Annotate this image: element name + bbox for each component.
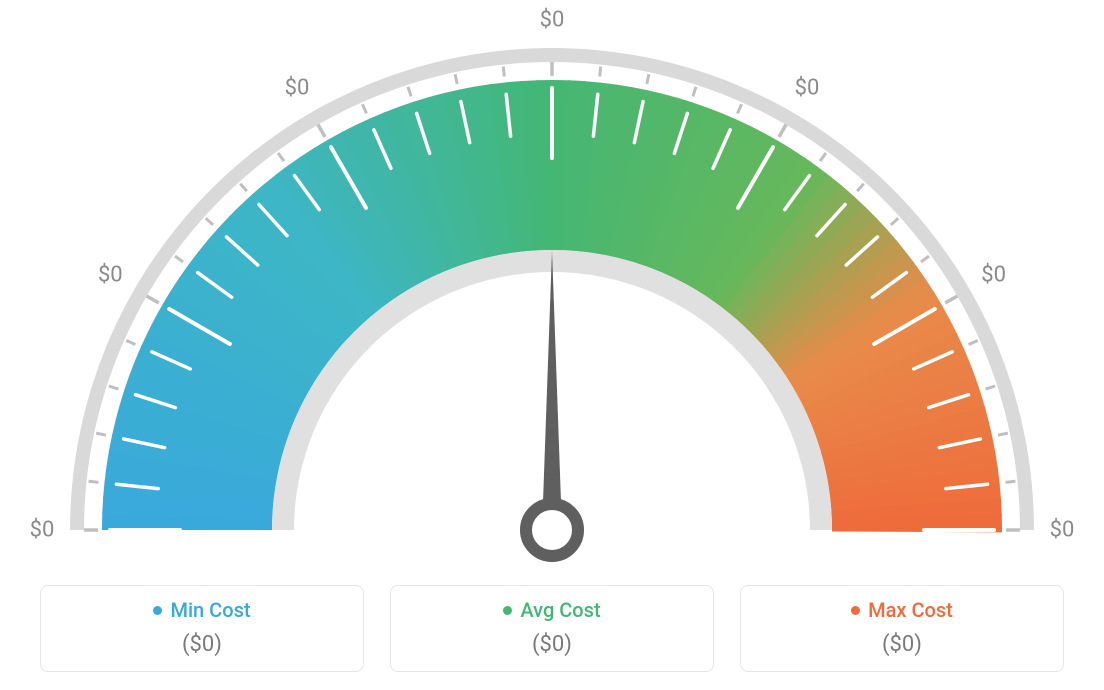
legend-dot-min (153, 606, 162, 615)
cost-gauge-chart: $0 $0 $0 $0 $0 $0 $0 Min Cost ($0) Avg Cost ($… (0, 0, 1104, 690)
legend-label-max: Max Cost (868, 598, 953, 622)
legend-card-avg: Avg Cost ($0) (390, 585, 714, 672)
gauge-area: $0 $0 $0 $0 $0 $0 $0 (0, 0, 1104, 560)
legend-card-min: Min Cost ($0) (40, 585, 364, 672)
gauge-tick-label: $0 (98, 263, 123, 288)
legend-title-avg: Avg Cost (503, 598, 600, 622)
legend-dot-avg (503, 606, 512, 615)
legend-value-max: ($0) (751, 632, 1053, 657)
legend-card-max: Max Cost ($0) (740, 585, 1064, 672)
legend-row: Min Cost ($0) Avg Cost ($0) Max Cost ($0… (40, 585, 1064, 672)
legend-value-min: ($0) (51, 632, 353, 657)
gauge-tick-label: $0 (795, 76, 820, 101)
gauge-tick-label: $0 (540, 8, 565, 33)
legend-title-max: Max Cost (851, 598, 953, 622)
gauge-tick-label: $0 (30, 518, 55, 543)
legend-title-min: Min Cost (153, 598, 250, 622)
gauge-tick-label: $0 (1050, 518, 1075, 543)
gauge-tick-label: $0 (981, 263, 1006, 288)
gauge-svg (0, 0, 1104, 580)
legend-value-avg: ($0) (401, 632, 703, 657)
legend-dot-max (851, 606, 860, 615)
legend-label-min: Min Cost (170, 598, 250, 622)
legend-label-avg: Avg Cost (520, 598, 600, 622)
gauge-tick-label: $0 (285, 76, 310, 101)
